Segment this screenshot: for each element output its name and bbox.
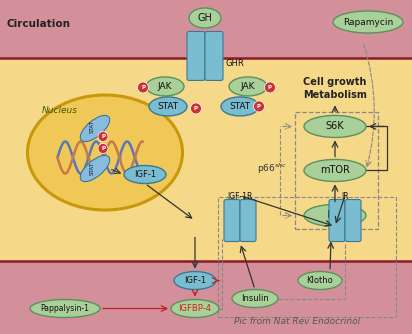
Ellipse shape (304, 204, 366, 226)
Ellipse shape (149, 97, 187, 116)
Text: JAK: JAK (158, 82, 172, 91)
Text: STAT: STAT (157, 102, 178, 111)
Text: IGFBP-4: IGFBP-4 (178, 304, 211, 313)
Text: Circulation: Circulation (6, 19, 70, 29)
Circle shape (98, 132, 108, 142)
Text: STAT: STAT (89, 162, 94, 175)
Ellipse shape (304, 116, 366, 138)
Ellipse shape (80, 155, 110, 182)
Ellipse shape (232, 290, 278, 308)
Ellipse shape (304, 159, 366, 181)
Ellipse shape (189, 8, 221, 28)
FancyBboxPatch shape (240, 199, 256, 241)
Text: IR: IR (341, 192, 349, 201)
Text: Insulin: Insulin (241, 294, 269, 303)
Ellipse shape (171, 300, 219, 318)
Text: S6K: S6K (326, 122, 344, 132)
Circle shape (253, 101, 265, 112)
Bar (0, 261, 412, 334)
Text: P: P (194, 106, 198, 111)
Text: Nucleus: Nucleus (42, 106, 78, 115)
Ellipse shape (174, 272, 216, 290)
Ellipse shape (80, 116, 110, 142)
FancyBboxPatch shape (205, 31, 223, 80)
FancyBboxPatch shape (187, 31, 205, 80)
Ellipse shape (229, 77, 267, 96)
Ellipse shape (221, 97, 259, 116)
Text: mTOR: mTOR (320, 165, 350, 175)
Text: P: P (141, 85, 145, 90)
Text: Pic from Nat Rev Endocrinol: Pic from Nat Rev Endocrinol (234, 317, 360, 326)
Text: IGF-1: IGF-1 (134, 170, 156, 179)
Text: Pappalysin-1: Pappalysin-1 (40, 304, 89, 313)
Ellipse shape (30, 300, 100, 318)
Text: IGF-1R: IGF-1R (227, 192, 253, 201)
Ellipse shape (28, 95, 183, 210)
Text: STAT: STAT (89, 120, 94, 133)
Circle shape (265, 82, 276, 93)
Text: Rapamycin: Rapamycin (343, 17, 393, 26)
Text: Cell growth
Metabolism: Cell growth Metabolism (303, 77, 367, 100)
Text: IRS: IRS (327, 210, 343, 220)
Circle shape (98, 144, 108, 154)
FancyBboxPatch shape (329, 199, 345, 241)
Bar (0, 58, 412, 261)
FancyBboxPatch shape (224, 199, 240, 241)
Text: STAT: STAT (229, 102, 250, 111)
Circle shape (190, 103, 201, 114)
Text: P: P (101, 146, 105, 151)
Circle shape (138, 82, 148, 93)
Text: GHR: GHR (225, 59, 244, 68)
Text: JAK: JAK (241, 82, 255, 91)
Text: P: P (257, 104, 261, 109)
Ellipse shape (333, 11, 403, 33)
Text: P: P (101, 134, 105, 139)
Ellipse shape (146, 77, 184, 96)
Text: GH: GH (198, 13, 213, 23)
Ellipse shape (124, 166, 166, 183)
Text: IGF-1: IGF-1 (184, 276, 206, 285)
Ellipse shape (298, 272, 342, 290)
Bar (0, 0, 412, 58)
Text: P: P (268, 85, 272, 90)
FancyBboxPatch shape (345, 199, 361, 241)
Text: p66$^{shc}$: p66$^{shc}$ (257, 161, 287, 176)
Text: Klotho: Klotho (307, 276, 333, 285)
